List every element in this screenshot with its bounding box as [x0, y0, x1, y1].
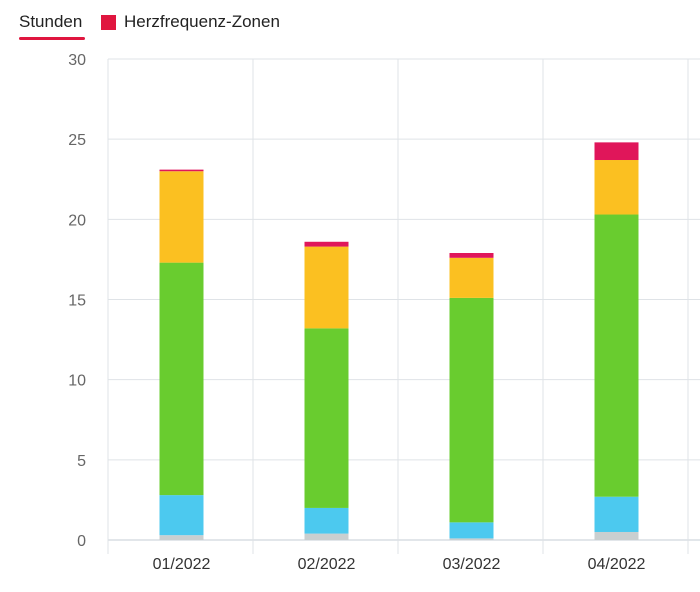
- legend[interactable]: Herzfrequenz-Zonen: [101, 12, 280, 32]
- bar-segment[interactable]: [449, 538, 494, 540]
- bar-segment[interactable]: [159, 262, 204, 496]
- bar-segment[interactable]: [449, 297, 494, 523]
- y-tick-label: 10: [68, 373, 86, 390]
- bar-segment[interactable]: [594, 531, 639, 540]
- bar-segment[interactable]: [449, 522, 494, 539]
- y-tick-label: 20: [68, 212, 86, 229]
- y-tick-label: 5: [77, 453, 86, 470]
- bar-segment[interactable]: [159, 535, 204, 540]
- bar-segment[interactable]: [594, 160, 639, 215]
- bar-segment[interactable]: [304, 246, 349, 329]
- tab-stunden[interactable]: Stunden: [19, 12, 83, 31]
- bar-segment[interactable]: [594, 496, 639, 532]
- y-tick-label: 30: [68, 52, 86, 69]
- y-tick-label: 0: [77, 533, 86, 550]
- bar-segment[interactable]: [449, 253, 494, 258]
- bar-segment[interactable]: [449, 257, 494, 298]
- x-tick-label: 03/2022: [443, 556, 501, 573]
- x-tick-label: 01/2022: [153, 556, 211, 573]
- bar-segment[interactable]: [304, 241, 349, 247]
- bar-segment[interactable]: [304, 328, 349, 508]
- bar-segment[interactable]: [159, 169, 204, 172]
- bar-segment[interactable]: [159, 495, 204, 536]
- x-tick-label: 04/2022: [588, 556, 646, 573]
- bar-segment[interactable]: [159, 171, 204, 263]
- x-tick-label: 02/2022: [298, 556, 356, 573]
- y-tick-label: 15: [68, 293, 86, 310]
- y-tick-label: 25: [68, 132, 86, 149]
- legend-label: Herzfrequenz-Zonen: [124, 12, 280, 31]
- bar-segment[interactable]: [304, 507, 349, 534]
- bar-segment[interactable]: [304, 533, 349, 540]
- bar-segment[interactable]: [594, 214, 639, 497]
- bar-segment[interactable]: [594, 142, 639, 161]
- legend-swatch: [101, 14, 116, 30]
- tab-active-indicator: [19, 37, 85, 40]
